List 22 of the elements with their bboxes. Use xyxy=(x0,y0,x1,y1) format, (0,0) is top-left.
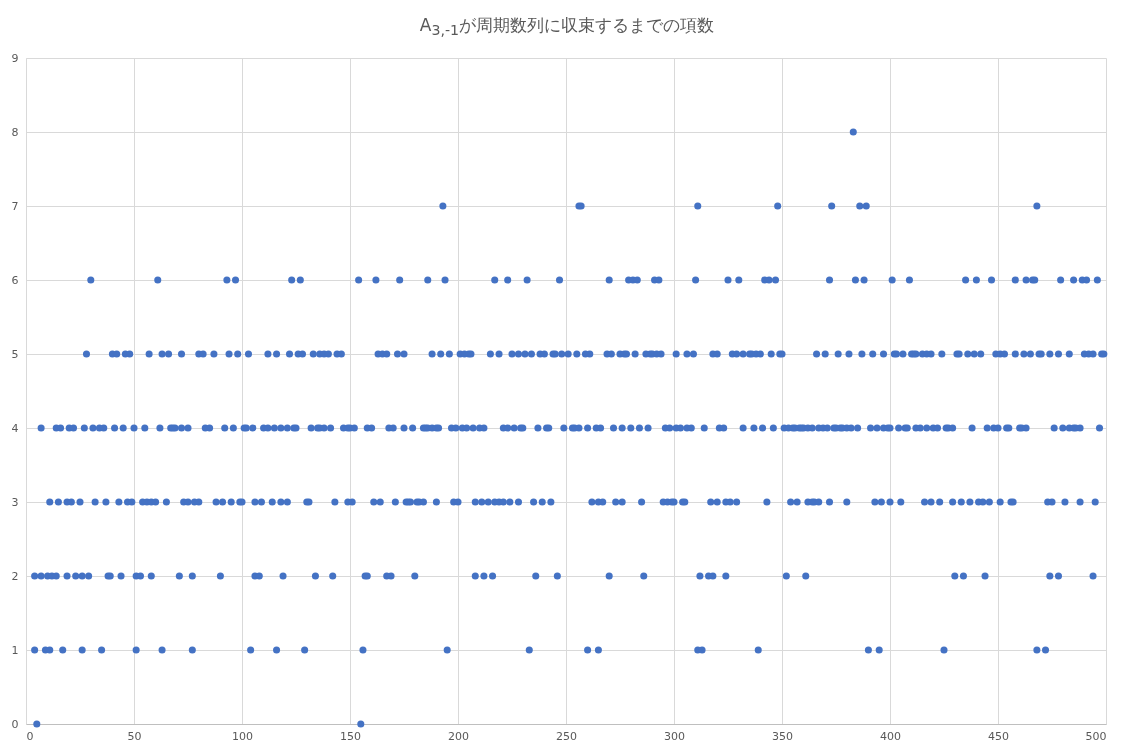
x-tick-label: 0 xyxy=(26,729,34,743)
x-tick-label: 150 xyxy=(340,729,361,743)
y-tick-label: 0 xyxy=(11,717,19,731)
y-tick-label: 1 xyxy=(11,643,19,657)
y-tick-label: 2 xyxy=(11,569,19,583)
x-tick-label: 500 xyxy=(1085,729,1107,743)
x-tick-label: 250 xyxy=(556,729,577,743)
x-tick-label: 100 xyxy=(232,729,253,743)
x-tick-label: 450 xyxy=(988,729,1009,743)
y-tick-label: 7 xyxy=(11,199,19,213)
y-tick-label: 6 xyxy=(11,273,19,287)
x-tick-label: 200 xyxy=(448,729,469,743)
x-tick-label: 300 xyxy=(664,729,685,743)
x-tick-label: 400 xyxy=(880,729,901,743)
y-tick-label: 9 xyxy=(11,51,19,65)
y-tick-label: 8 xyxy=(11,125,19,139)
y-tick-label: 4 xyxy=(11,421,19,435)
y-tick-label: 5 xyxy=(11,347,19,361)
chart-title: A$_{3,-1}$が周期数列に収束するまでの項数 xyxy=(418,14,716,41)
y-tick-label: 3 xyxy=(11,495,19,509)
x-tick-label: 350 xyxy=(772,729,793,743)
x-tick-label: 50 xyxy=(127,729,142,743)
